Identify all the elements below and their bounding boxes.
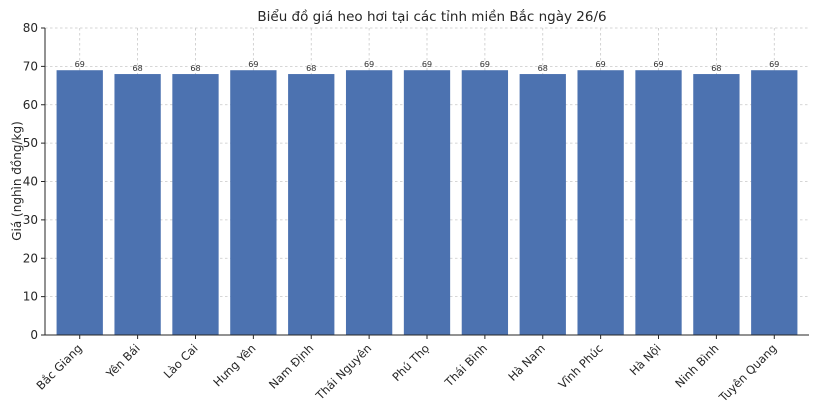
bar (751, 70, 798, 336)
y-tick-label: 60 (23, 98, 38, 112)
bar (114, 74, 161, 336)
chart-title: Biểu đồ giá heo hơi tại các tỉnh miền Bắ… (257, 8, 606, 25)
x-tick-label: Hà Nội (627, 341, 664, 378)
x-tick-label: Ninh Bình (672, 341, 721, 390)
y-tick-label: 10 (23, 290, 38, 304)
bar (345, 70, 393, 336)
data-label: 68 (538, 64, 548, 73)
data-label: 69 (422, 60, 432, 69)
data-label: 68 (306, 64, 316, 73)
y-tick-label: 40 (23, 175, 38, 189)
y-tick-label: 70 (23, 59, 38, 73)
bar (693, 74, 740, 336)
y-tick-label: 80 (23, 21, 38, 35)
x-tick-label: Bắc Giang (33, 341, 84, 392)
bar (403, 70, 451, 336)
x-tick-label: Nam Định (266, 341, 316, 391)
data-label: 69 (596, 60, 606, 69)
data-label: 69 (480, 60, 490, 69)
x-tick-label: Hưng Yên (210, 341, 258, 389)
data-label: 69 (364, 60, 374, 69)
x-tick-label: Hà Nam (505, 341, 548, 384)
data-label: 68 (133, 64, 143, 73)
data-label: 69 (769, 60, 779, 69)
data-label: 69 (248, 60, 258, 69)
bar (172, 74, 219, 336)
bar (577, 70, 624, 336)
bar (230, 70, 277, 336)
data-label: 69 (653, 60, 663, 69)
x-tick-label: Phú Thọ (389, 341, 432, 384)
data-label: 69 (75, 60, 85, 69)
data-labels: 69 68 68 69 68 69 69 69 68 69 69 68 69 (75, 60, 780, 73)
bar (519, 74, 566, 336)
bars (56, 70, 798, 336)
x-tick-label: Tuyên Quang (715, 341, 779, 405)
y-tick-label: 50 (23, 136, 38, 150)
x-tick-label: Yên Bái (103, 341, 143, 381)
y-tick-label: 30 (23, 213, 38, 227)
bar (288, 74, 335, 336)
x-tick-label: Thái Bình (441, 341, 490, 390)
bar (461, 70, 509, 336)
data-label: 68 (711, 64, 721, 73)
y-tick-label: 0 (30, 328, 38, 342)
data-label: 68 (190, 64, 200, 73)
y-axis-label: Giá (nghìn đồng/kg) (10, 121, 24, 241)
y-tick-label: 20 (23, 251, 38, 265)
bar (635, 70, 682, 336)
x-tick-label: Lào Cai (161, 341, 201, 381)
x-tick-label: Thái Nguyên (312, 341, 374, 403)
bar (56, 70, 103, 336)
x-tick-label: Vĩnh Phúc (555, 341, 605, 391)
